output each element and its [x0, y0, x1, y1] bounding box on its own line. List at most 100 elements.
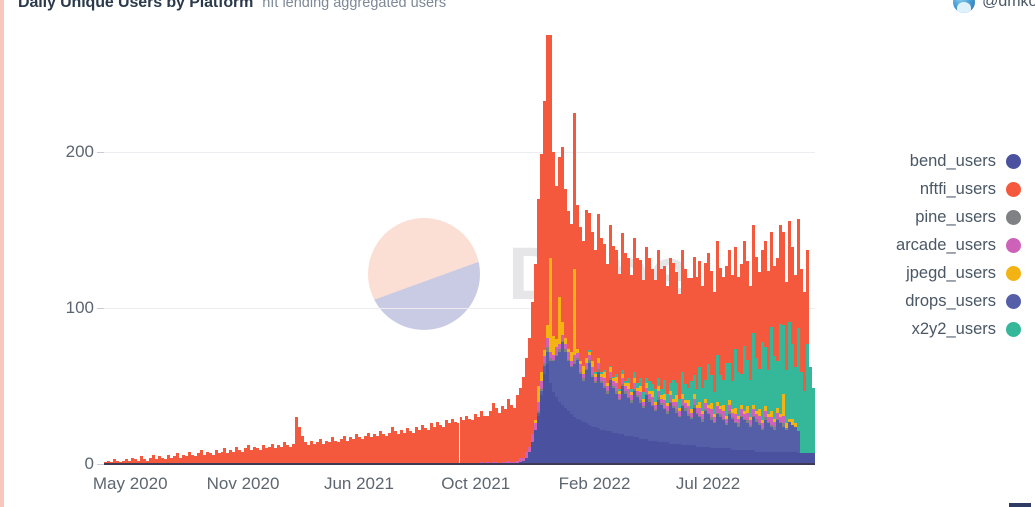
- bar-column: [444, 420, 448, 464]
- bar-column: [319, 439, 323, 464]
- bar-segment-arcade-users: [507, 460, 511, 464]
- legend-item-x2y2-users[interactable]: x2y2_users: [912, 320, 1021, 339]
- legend-item-drops-users[interactable]: drops_users: [905, 292, 1021, 311]
- author-handle[interactable]: @dmkol: [982, 0, 1035, 10]
- bar-segment-pine-users: [758, 423, 762, 426]
- bar-segment-bend-users: [593, 426, 597, 464]
- bar-segment-nftfi-users: [447, 423, 451, 464]
- bar-segment-x2y2-users: [626, 378, 630, 383]
- bar-segment-nftfi-users: [614, 250, 618, 374]
- bar-segment-drops-users: [581, 381, 585, 422]
- bar-column: [271, 443, 275, 464]
- bar-segment-drops-users: [719, 417, 723, 449]
- bar-segment-arcade-users: [605, 386, 609, 391]
- bar-segment-nftfi-users: [662, 265, 666, 380]
- bar-segment-drops-users: [758, 425, 762, 452]
- bar-segment-pine-users: [537, 410, 541, 413]
- legend-item-pine-users[interactable]: pine_users: [915, 208, 1021, 227]
- bar-segment-arcade-users: [650, 396, 654, 405]
- bar-segment-x2y2-users: [806, 343, 810, 454]
- bar-segment-nftfi-users: [474, 414, 478, 464]
- bar-segment-nftfi-users: [163, 459, 167, 464]
- y-tick-label: 100: [65, 298, 94, 317]
- bar-segment-bend-users: [686, 445, 690, 464]
- bar-segment-pine-users: [659, 403, 663, 405]
- legend-item-nftfi-users[interactable]: nftfi_users: [920, 180, 1021, 199]
- bar-segment-pine-users: [611, 386, 615, 388]
- bar-segment-pine-users: [549, 357, 553, 362]
- bar-segment-nftfi-users: [178, 457, 182, 464]
- bar-column: [507, 398, 511, 464]
- bar-segment-x2y2-users: [671, 379, 675, 399]
- bar-segment-nftfi-users: [435, 421, 439, 464]
- bar-segment-bend-users: [576, 418, 579, 464]
- bar-segment-drops-users: [773, 429, 777, 452]
- bar-column: [328, 442, 332, 464]
- bar-column: [647, 258, 651, 464]
- bar-segment-bend-users: [608, 431, 612, 464]
- bar-segment-bend-users: [558, 401, 562, 464]
- bar-segment-nftfi-users: [360, 439, 364, 464]
- bar-segment-nftfi-users: [584, 209, 588, 358]
- bar-column: [283, 442, 287, 464]
- bar-segment-jpegd-users: [659, 395, 663, 399]
- bar-segment-nftfi-users: [268, 446, 272, 464]
- bar-segment-nftfi-users: [716, 240, 720, 355]
- bar-column: [133, 459, 137, 464]
- bar-segment-jpegd-users: [719, 406, 723, 410]
- bar-segment-drops-users: [543, 365, 547, 374]
- bar-segment-x2y2-users: [734, 348, 738, 408]
- bar-segment-nftfi-users: [806, 250, 810, 344]
- bar-column: [322, 443, 326, 464]
- bar-column: [241, 451, 245, 464]
- bar-segment-drops-users: [785, 429, 789, 452]
- bar-segment-drops-users: [677, 417, 681, 444]
- author-block[interactable]: @dmkol: [953, 0, 1035, 15]
- bar-segment-bend-users: [635, 437, 639, 464]
- legend-item-bend-users[interactable]: bend_users: [910, 152, 1021, 171]
- bar-segment-nftfi-users: [564, 189, 568, 338]
- bar-segment-jpegd-users: [638, 386, 642, 393]
- bar-segment-arcade-users: [761, 423, 765, 429]
- bar-column: [782, 231, 786, 464]
- bar-segment-bend-users: [656, 442, 660, 464]
- bar-segment-bend-users: [734, 449, 738, 464]
- bar-segment-arcade-users: [522, 457, 526, 461]
- bar-column: [758, 272, 762, 464]
- bar-column: [605, 264, 609, 464]
- bar-segment-nftfi-users: [133, 459, 137, 464]
- bar-segment-jpegd-users: [552, 336, 556, 355]
- bar-segment-x2y2-users: [755, 357, 759, 412]
- bar-segment-bend-users: [629, 435, 633, 464]
- bar-segment-x2y2-users: [713, 392, 717, 415]
- bar-column: [396, 434, 400, 464]
- bar-segment-nftfi-users: [295, 417, 299, 464]
- bar-column: [680, 250, 684, 464]
- bar-segment-bend-users: [564, 407, 568, 464]
- bar-segment-nftfi-users: [217, 453, 221, 464]
- bar-column: [659, 269, 663, 464]
- legend-item-arcade-users[interactable]: arcade_users: [896, 236, 1021, 255]
- bar-segment-bend-users: [779, 451, 783, 464]
- bar-column: [348, 437, 352, 464]
- bar-segment-arcade-users: [749, 420, 753, 426]
- bar-column: [441, 426, 445, 464]
- bar-segment-arcade-users: [626, 389, 630, 397]
- bar-segment-pine-users: [593, 381, 597, 383]
- bar-segment-nftfi-users: [450, 418, 454, 464]
- bar-segment-nftfi-users: [313, 443, 317, 464]
- bar-segment-drops-users: [632, 390, 636, 438]
- bar-segment-bend-users: [773, 451, 777, 464]
- bar-column: [360, 439, 364, 464]
- bar-column: [791, 247, 795, 464]
- bar-column: [145, 460, 149, 464]
- bar-segment-arcade-users: [674, 401, 678, 410]
- bar-column: [429, 423, 433, 464]
- bar-segment-jpegd-users: [704, 398, 708, 404]
- bar-segment-drops-users: [561, 342, 565, 405]
- bar-segment-arcade-users: [623, 386, 627, 391]
- bar-segment-nftfi-users: [599, 237, 603, 373]
- legend-item-jpegd-users[interactable]: jpegd_users: [906, 264, 1021, 283]
- bar-segment-nftfi-users: [280, 446, 284, 464]
- bar-segment-nftfi-users: [184, 456, 188, 464]
